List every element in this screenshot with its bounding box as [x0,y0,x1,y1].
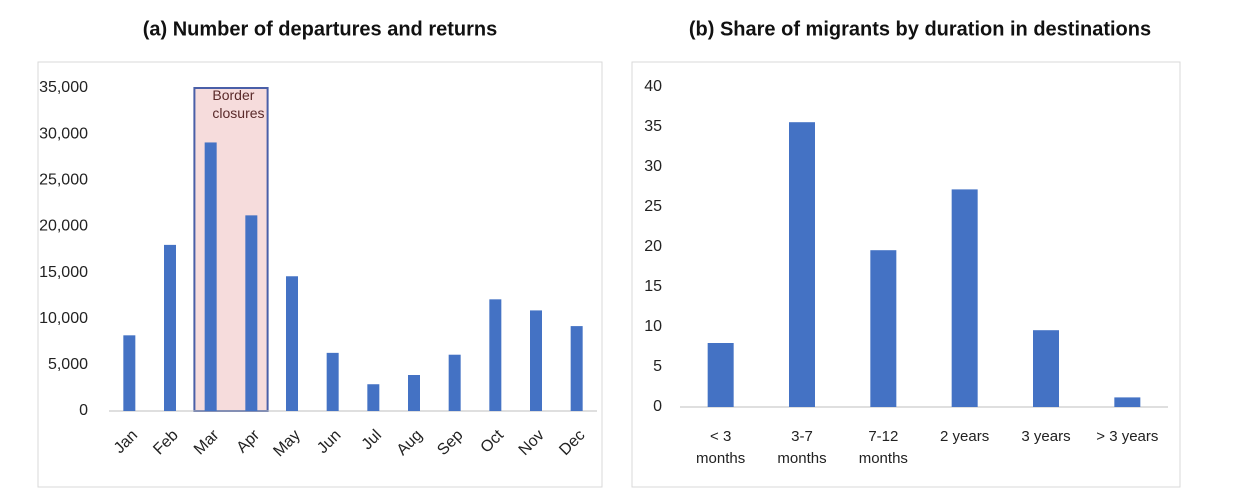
bar [530,310,542,411]
y-tick-label: 10,000 [39,310,88,327]
x-tick-label-box: 3-7 months [777,428,827,467]
y-tick-label: 5 [653,358,662,375]
y-tick-label: 35 [644,118,662,135]
y-tick-label: 30 [644,158,662,175]
y-tick-label: 0 [79,402,88,419]
y-tick-label: 0 [653,398,662,415]
y-tick-label: 15 [644,278,662,295]
x-tick-label: 3-7 months [777,428,827,467]
y-tick-label: 30,000 [39,125,88,142]
bar [1033,330,1059,407]
x-tick-label: Jun [314,427,344,457]
bar [951,189,978,407]
panel-frame [37,61,603,488]
y-tick-label: 20,000 [39,218,88,235]
x-tick-label: Jul [359,427,385,453]
x-tick-label: Jan [111,427,141,457]
bar [1114,397,1141,407]
bar [570,326,583,411]
bar [123,335,136,411]
y-tick-label: 40 [644,78,662,95]
y-tick-label: 25 [644,198,662,215]
x-tick-label: Nov [516,427,548,459]
y-tick-label: 25,000 [39,172,88,189]
x-tick-label-box: 7-12 months [858,428,908,467]
annotation: Border closures [212,87,265,121]
y-tick-label: 10 [644,318,662,335]
y-tick-label: 35,000 [39,79,88,96]
x-tick-label: May [270,427,303,460]
bar [245,215,258,411]
x-tick-label: Mar [191,426,223,458]
x-tick-label: Dec [556,427,588,459]
x-tick-label: < 3 months [696,428,746,467]
x-tick-label: > 3 years [1096,428,1159,445]
bar [707,343,734,407]
x-tick-label-box: > 3 years [1096,428,1159,445]
x-tick-label: Apr [234,426,264,456]
bar [870,250,897,407]
x-tick-label: Oct [478,426,508,456]
x-tick-label: 3 years [1021,428,1071,445]
x-tick-label: Aug [394,427,426,459]
y-tick-label: 15,000 [39,264,88,281]
bar [164,244,176,411]
x-tick-label: Sep [434,427,466,459]
x-tick-label: 7-12 months [858,428,908,467]
bar [408,375,420,411]
chart-title: (a) Number of departures and returns [143,18,498,40]
x-tick-label: 2 years [940,428,990,445]
bar [286,276,298,411]
bar [367,384,380,411]
bar [448,354,461,411]
x-tick-label-box: 3 years [1021,428,1071,445]
x-tick-label: Feb [150,427,182,459]
annotation-box: Border closures [212,87,265,121]
x-tick-label-box: 2 years [940,428,990,445]
bar [489,299,502,411]
x-tick-label-box: < 3 months [696,428,746,467]
chart-title: (b) Share of migrants by duration in des… [689,18,1151,40]
bar [204,142,217,411]
y-tick-label: 20 [644,238,662,255]
bar [326,352,339,411]
y-tick-label: 5,000 [48,356,88,373]
panel-frame [631,61,1181,488]
bar [789,122,815,407]
